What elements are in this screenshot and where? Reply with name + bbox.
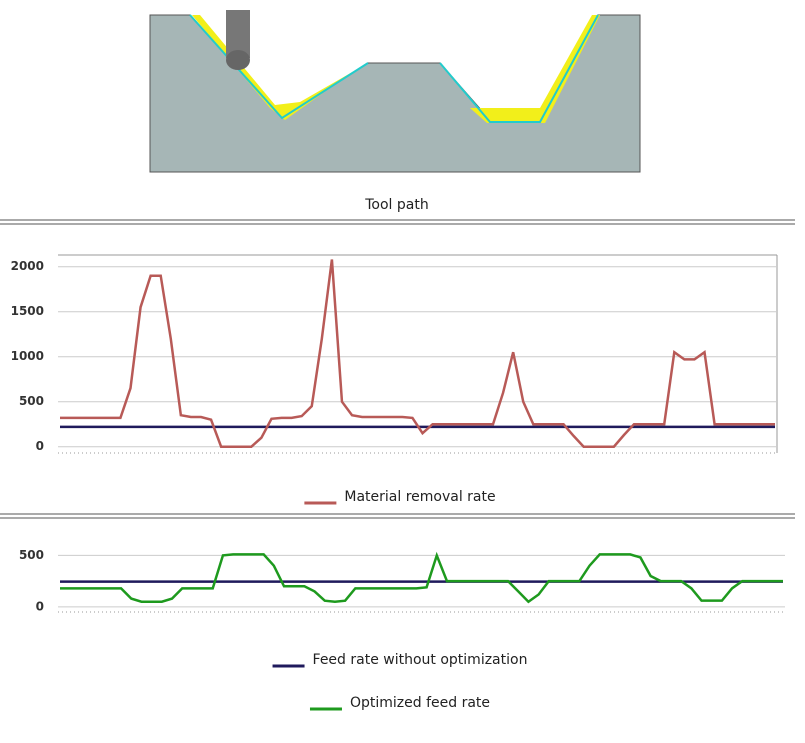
y-tick-label: 1500 (11, 304, 44, 318)
y-tick-label: 500 (19, 548, 44, 562)
y-tick-label: 0 (36, 439, 44, 453)
y-tick-label: 1000 (11, 349, 44, 363)
y-tick-label: 0 (36, 599, 44, 613)
tool-path-line (189, 14, 369, 120)
y-tick-label: 2000 (11, 259, 44, 273)
workpiece (149, 14, 641, 173)
y-tick-label: 500 (19, 394, 44, 408)
legend-label: Optimized feed rate (350, 695, 490, 711)
series-line (60, 259, 775, 448)
legend-label: Material removal rate (344, 489, 495, 505)
tool-path-line (439, 14, 599, 123)
legend-label: Feed rate without optimization (313, 652, 528, 668)
tool-tip (226, 50, 250, 70)
caption: Tool path (364, 197, 428, 213)
tool-path-illustration (149, 10, 641, 173)
series-line (60, 551, 783, 604)
